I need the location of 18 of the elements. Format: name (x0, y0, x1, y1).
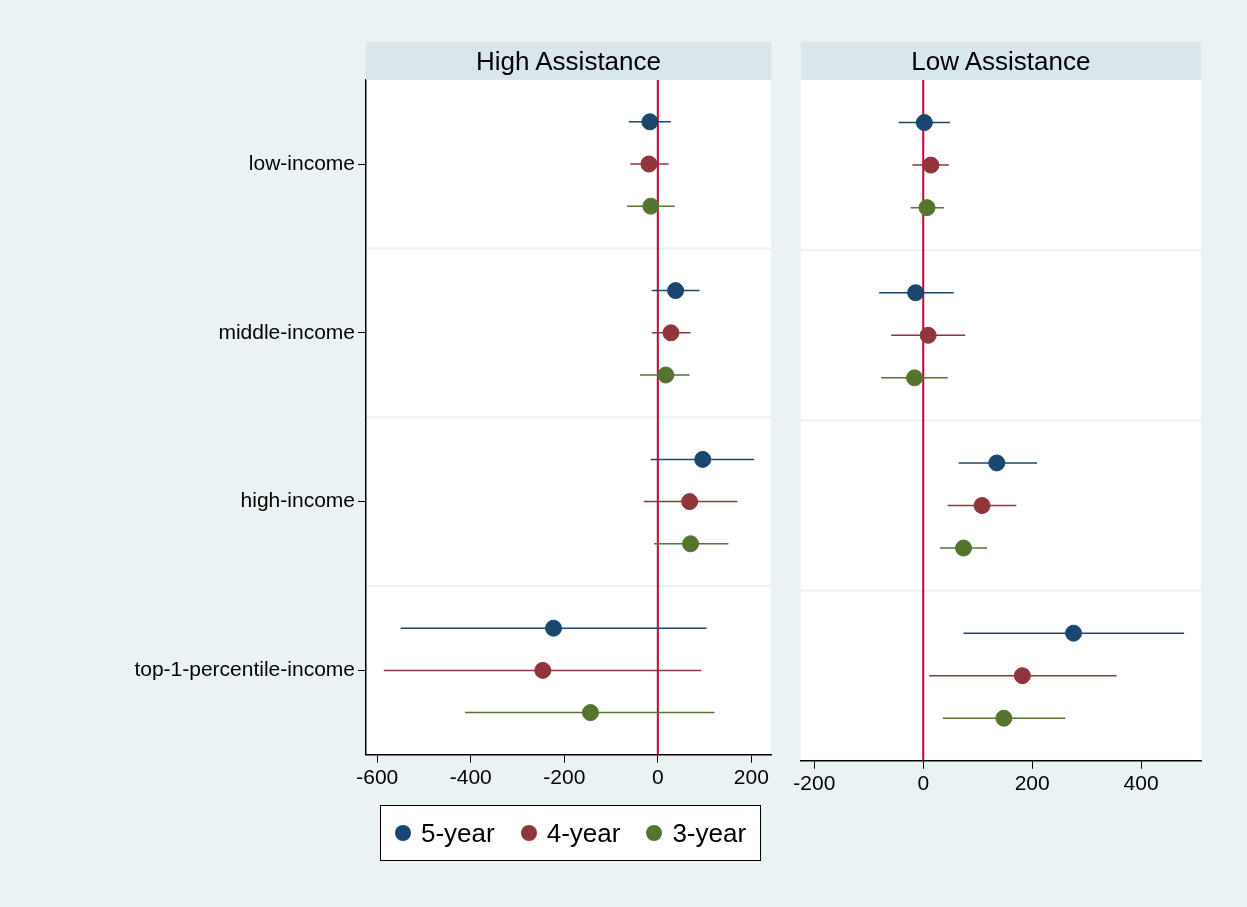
legend-label: 4-year (546, 817, 621, 849)
x-tick-label: 200 (1014, 771, 1050, 795)
y-tick-label: middle-income (218, 319, 355, 343)
y-tick-label: high-income (240, 488, 355, 512)
chart-title: High Assistance (366, 42, 771, 80)
legend-label: 3-year (672, 817, 747, 849)
chart-title: Low Assistance (800, 42, 1201, 80)
x-tick-label: 400 (1123, 771, 1159, 795)
x-tick-label: -200 (543, 765, 586, 789)
y-tick-label: top-1-percentile-income (134, 657, 355, 681)
x-tick-label: 0 (651, 765, 664, 789)
x-tick-label: 0 (917, 771, 930, 795)
legend-label: 5-year (421, 817, 495, 849)
x-tick-label: -200 (793, 771, 836, 795)
x-tick-label: -400 (449, 765, 492, 789)
x-tick-label: 200 (733, 765, 769, 789)
x-tick-label: -600 (356, 765, 399, 789)
y-tick-label: low-income (248, 151, 355, 175)
